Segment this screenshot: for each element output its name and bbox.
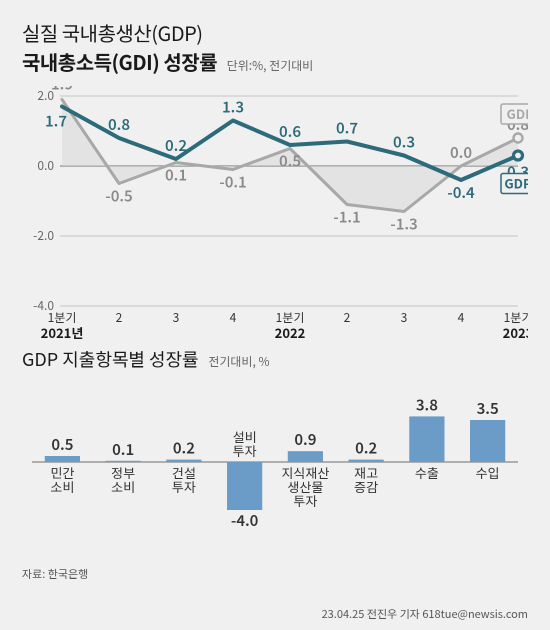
svg-text:2: 2 bbox=[344, 309, 351, 326]
svg-text:0.2: 0.2 bbox=[173, 438, 195, 459]
svg-text:0.1: 0.1 bbox=[165, 165, 187, 186]
svg-text:-0.5: -0.5 bbox=[105, 186, 133, 207]
svg-text:수출: 수출 bbox=[415, 463, 439, 482]
svg-text:4: 4 bbox=[230, 309, 237, 326]
chart-title-1: 실질 국내총생산(GDP) bbox=[22, 18, 528, 47]
svg-text:3: 3 bbox=[173, 309, 180, 326]
bar-chart: 0.5민간소비0.1정부소비0.2건설투자-4.0설비투자0.9지식재산생산물투… bbox=[22, 378, 528, 558]
svg-text:2023: 2023 bbox=[503, 323, 528, 342]
svg-text:0.5: 0.5 bbox=[279, 151, 301, 172]
svg-text:GDI: GDI bbox=[507, 104, 528, 123]
svg-text:2: 2 bbox=[116, 309, 123, 326]
bar-chart-unit: 전기대비, % bbox=[208, 353, 269, 370]
svg-text:-1.1: -1.1 bbox=[333, 207, 361, 228]
svg-text:-0.4: -0.4 bbox=[447, 182, 475, 203]
svg-text:0.7: 0.7 bbox=[336, 118, 358, 139]
svg-text:-4.0: -4.0 bbox=[231, 510, 259, 531]
svg-text:-1.3: -1.3 bbox=[390, 214, 418, 235]
chart-unit: 단위:%, 전기대비 bbox=[227, 57, 314, 74]
svg-text:-2.0: -2.0 bbox=[33, 227, 54, 244]
svg-text:0.5: 0.5 bbox=[51, 434, 73, 455]
svg-text:투자: 투자 bbox=[172, 477, 196, 496]
svg-text:3.8: 3.8 bbox=[416, 394, 438, 415]
svg-text:0.2: 0.2 bbox=[165, 135, 187, 156]
svg-text:0.0: 0.0 bbox=[37, 157, 54, 174]
svg-text:1.9: 1.9 bbox=[51, 86, 73, 95]
svg-text:4: 4 bbox=[458, 309, 465, 326]
svg-text:투자: 투자 bbox=[233, 441, 257, 460]
svg-text:0.8: 0.8 bbox=[108, 114, 130, 135]
svg-text:GDP: GDP bbox=[504, 174, 528, 193]
svg-text:투자: 투자 bbox=[293, 491, 317, 510]
bar-chart-title: GDP 지출항목별 성장률 bbox=[22, 346, 199, 372]
svg-text:0.9: 0.9 bbox=[294, 429, 316, 450]
svg-text:3: 3 bbox=[401, 309, 408, 326]
svg-text:증감: 증감 bbox=[354, 477, 378, 496]
svg-text:0.0: 0.0 bbox=[450, 142, 472, 163]
svg-text:0.6: 0.6 bbox=[279, 121, 301, 142]
chart-title-2: 국내총소득(GDI) 성장률 bbox=[22, 47, 217, 76]
credit-label: 23.04.25 전진우 기자 618tue@newsis.com bbox=[322, 606, 528, 622]
source-label: 자료: 한국은행 bbox=[22, 566, 528, 582]
svg-text:수입: 수입 bbox=[476, 463, 500, 482]
svg-text:2022: 2022 bbox=[275, 323, 306, 342]
svg-text:소비: 소비 bbox=[111, 477, 135, 496]
svg-text:0.2: 0.2 bbox=[355, 438, 377, 459]
svg-text:-0.1: -0.1 bbox=[219, 172, 247, 193]
svg-text:소비: 소비 bbox=[50, 477, 74, 496]
line-chart: 2.00.0-2.0-4.01.9-0.50.1-0.10.5-1.1-1.30… bbox=[22, 86, 528, 346]
svg-text:3.5: 3.5 bbox=[477, 398, 499, 419]
svg-text:0.1: 0.1 bbox=[112, 439, 134, 460]
svg-text:0.3: 0.3 bbox=[393, 132, 415, 153]
svg-text:2021년: 2021년 bbox=[41, 323, 84, 342]
svg-text:1.3: 1.3 bbox=[222, 97, 244, 118]
svg-text:1.7: 1.7 bbox=[45, 111, 67, 132]
